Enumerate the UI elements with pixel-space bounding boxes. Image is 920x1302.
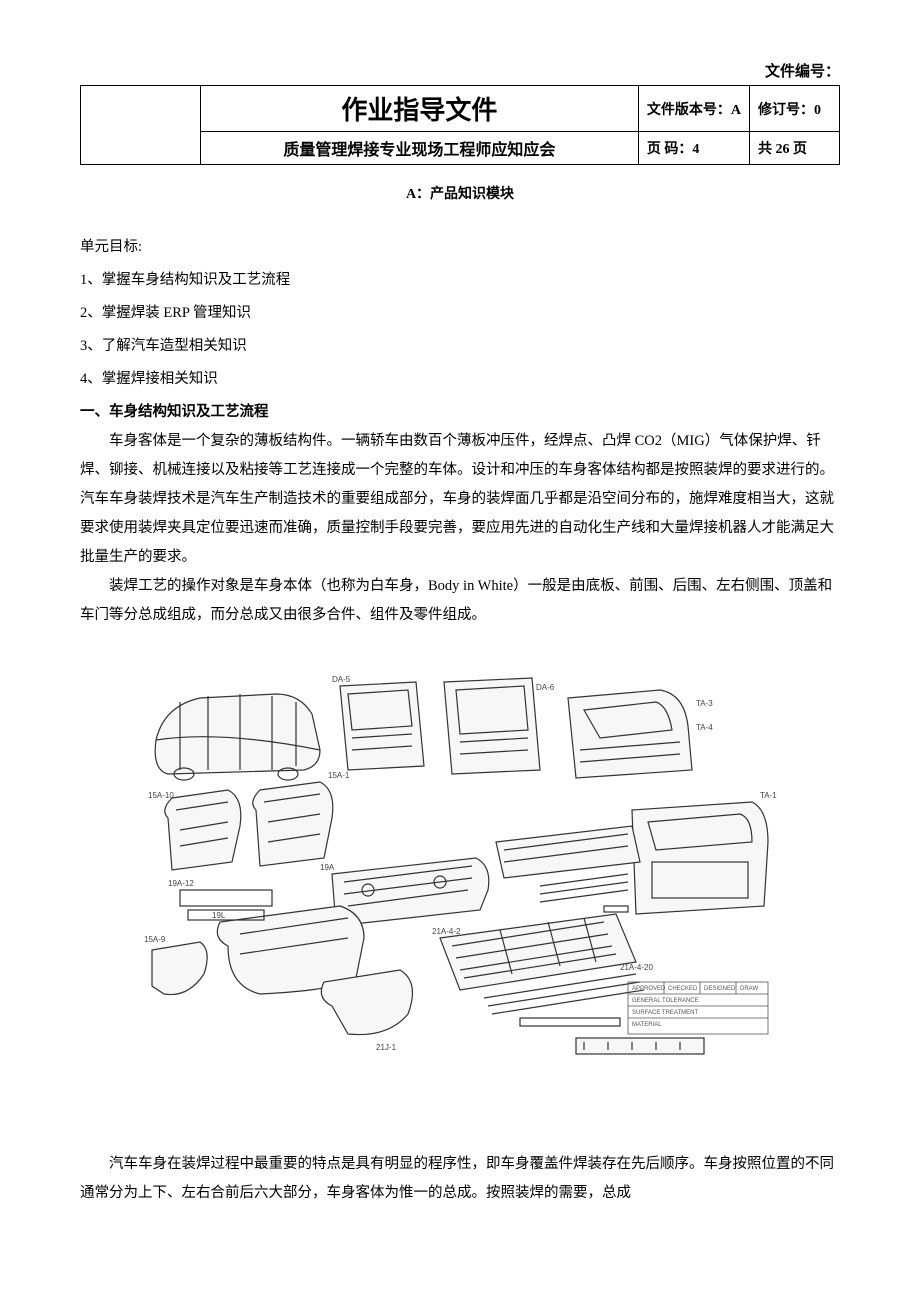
page-cell: 页 码：4: [638, 132, 749, 165]
svg-text:15A-10: 15A-10: [148, 791, 174, 800]
logo-cell: [81, 86, 201, 165]
objective-item-1: 1、掌握车身结构知识及工艺流程: [80, 266, 840, 295]
section1-heading: 一、车身结构知识及工艺流程: [80, 398, 840, 427]
svg-text:19A-12: 19A-12: [168, 879, 194, 888]
roof-panel-icon: [496, 826, 640, 878]
quarter-panel-icon: TA-3 TA-4: [568, 690, 713, 778]
tb-checked: CHECKED: [668, 986, 698, 992]
svg-text:19A: 19A: [320, 863, 335, 872]
svg-text:21A-4-2: 21A-4-2: [432, 927, 461, 936]
tb-draw: DRAW: [740, 986, 758, 992]
svg-text:15A-9: 15A-9: [144, 935, 166, 944]
objective-item-3: 3、了解汽车造型相关知识: [80, 332, 840, 361]
section1-p2: 装焊工艺的操作对象是车身本体（也称为白车身，Body in White）一般是由…: [80, 572, 840, 630]
main-title: 作业指导文件: [201, 86, 639, 132]
doc-number-label: 文件编号：: [80, 60, 840, 81]
version-cell: 文件版本号：A: [638, 86, 749, 132]
inner-panel-left-icon: 15A-10: [148, 790, 241, 870]
objective-item-2: 2、掌握焊装 ERP 管理知识: [80, 299, 840, 328]
fender-left-icon: 15A-9: [144, 935, 207, 995]
svg-text:TA-4: TA-4: [696, 723, 713, 732]
objectives-heading: 单元目标:: [80, 233, 840, 262]
svg-text:DA-5: DA-5: [332, 675, 351, 684]
revision-cell: 修订号：0: [750, 86, 840, 132]
objective-item-4: 4、掌握焊接相关知识: [80, 365, 840, 394]
tb-mat: MATERIAL: [632, 1022, 662, 1028]
floor-pan-icon: 21A-4-2 21A-4-20: [432, 914, 653, 990]
roof-rails-icon: [540, 874, 628, 912]
tb-tol: GENERAL TOLERANCE: [632, 998, 699, 1004]
inner-panel-right-icon: 15A-1: [253, 771, 350, 866]
header-table: 作业指导文件 文件版本号：A 修订号：0 质量管理焊接专业现场工程师应知应会 页…: [80, 85, 840, 165]
svg-text:21A-4-20: 21A-4-20: [620, 963, 653, 972]
svg-text:DA-6: DA-6: [536, 683, 555, 692]
tb-surf: SURFACE TREATMENT: [632, 1010, 698, 1016]
tb-approved: APPROVED: [632, 986, 666, 992]
drawing-titleblock: APPROVED CHECKED DESIGNED DRAW GENERAL T…: [628, 982, 768, 1034]
front-door-icon: DA-5: [332, 675, 424, 770]
content-body: 单元目标: 1、掌握车身结构知识及工艺流程 2、掌握焊装 ERP 管理知识 3、…: [80, 233, 840, 1208]
section1-p1: 车身客体是一个复杂的薄板结构件。一辆轿车由数百个薄板冲压件，经焊点、凸焊 CO2…: [80, 427, 840, 572]
fender-center-icon: 21J-1: [321, 970, 412, 1052]
svg-text:19L: 19L: [212, 911, 226, 920]
svg-text:21J-1: 21J-1: [376, 1043, 397, 1052]
cross-member-icon: [576, 1038, 704, 1054]
svg-text:TA-3: TA-3: [696, 699, 713, 708]
total-pages-cell: 共 26 页: [750, 132, 840, 165]
svg-text:TA-1: TA-1: [760, 791, 777, 800]
body-shell-icon: [155, 694, 320, 780]
module-title: A：产品知识模块: [80, 183, 840, 203]
exploded-view-figure: DA-5 DA-6 TA-3 TA-4 TA-1: [140, 670, 780, 1090]
rear-side-door-icon: DA-6: [444, 678, 555, 774]
svg-text:15A-1: 15A-1: [328, 771, 350, 780]
subtitle: 质量管理焊接专业现场工程师应知应会: [201, 132, 639, 165]
tb-designed: DESIGNED: [704, 986, 736, 992]
tailgate-icon: TA-1: [632, 791, 777, 914]
section1-p3: 汽车车身在装焊过程中最重要的特点是具有明显的程序性，即车身覆盖件焊装存在先后顺序…: [80, 1150, 840, 1208]
